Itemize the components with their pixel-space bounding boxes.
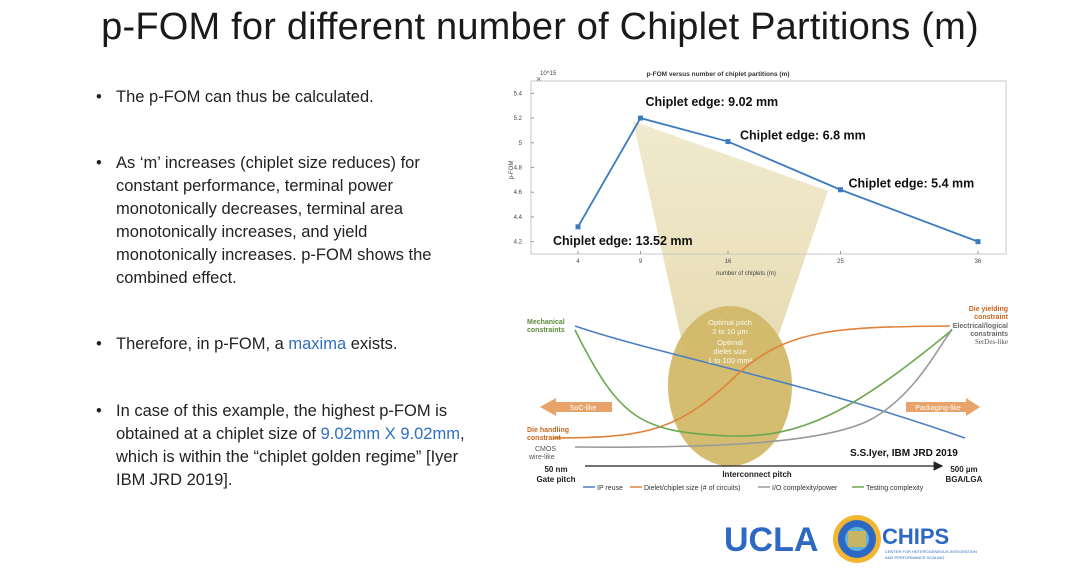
bullet-2: • As ‘m’ increases (chiplet size reduces…	[96, 152, 466, 290]
citation: S.S.Iyer, IBM JRD 2019	[850, 448, 958, 459]
ellipse-text-3: Optimal	[717, 338, 743, 347]
bullet-1-text: The p-FOM can thus be calculated.	[116, 88, 374, 106]
y-tick-label: 4.8	[514, 166, 523, 172]
left-label-die-handling: Die handling	[527, 427, 569, 434]
golden-regime-ellipse	[668, 306, 792, 466]
pitch-legend: IP reuse Dielet/chiplet size (# of circu…	[583, 485, 924, 492]
right-label-constraint: constraint	[974, 314, 1009, 321]
y-tick-label: 5.2	[514, 116, 523, 122]
bullet-3-highlight: maxima	[288, 335, 347, 353]
right-label-die-yielding: Die yielding	[969, 306, 1008, 313]
annotation-13-52mm: Chiplet edge: 13.52 mm	[553, 234, 693, 248]
ellipse-text-5: 1 to 100 mm²	[708, 356, 753, 365]
pfom-chart: p-FOM versus number of chiplet partition…	[509, 71, 1007, 277]
bullet-4-post: , which is within the “chiplet golden re…	[116, 425, 465, 489]
pfom-data-point	[575, 224, 581, 230]
legend-io: I/O complexity/power	[772, 485, 838, 492]
pfom-data-point	[638, 115, 643, 121]
y-tick-label: 5	[519, 141, 523, 147]
pfom-data-point	[725, 139, 731, 145]
bullet-3-pre: Therefore, in p-FOM, a	[116, 335, 289, 353]
bullet-dot: •	[96, 88, 102, 106]
ellipse-text-4: dielet size	[713, 347, 746, 356]
soc-like-label: SoC-like	[570, 405, 597, 412]
dielet-size-curve	[552, 325, 951, 439]
legend-dielet: Dielet/chiplet size (# of circuits)	[644, 485, 740, 492]
ellipse-text-1: Optimal pitch	[708, 318, 752, 327]
right-label-electrical: Electrical/logical	[953, 323, 1008, 330]
bullet-4-pre: In case of this example, the highest p-F…	[116, 402, 448, 443]
pfom-chart-title: p-FOM versus number of chiplet partition…	[646, 71, 789, 78]
right-label-constraints: constraints	[970, 331, 1008, 338]
slide-title: p-FOM for different number of Chiplet Pa…	[101, 6, 979, 48]
logo-sub1: CENTER FOR HETEROGENEOUS INTEGRATION	[885, 549, 977, 554]
bullet-3-post: exists.	[346, 335, 398, 353]
bullet-dot: •	[96, 154, 102, 172]
y-exponent-label: 10^15	[540, 71, 557, 77]
bullet-dot: •	[96, 335, 102, 353]
logo-chips: CHIPS	[882, 524, 949, 549]
close-x-icon: ×	[536, 74, 541, 84]
io-complexity-curve	[574, 328, 953, 448]
bullet-3: • Therefore, in p-FOM, a maxima exists.	[96, 333, 466, 356]
ucla-chips-logo: UCLA CHIPS CENTER FOR HETEROGENEOUS INTE…	[724, 515, 977, 563]
y-tick-label: 4.6	[514, 190, 523, 196]
x-left-label: 50 nm	[544, 465, 567, 474]
bullet-4: • In case of this example, the highest p…	[96, 400, 466, 492]
pitch-chart: Optimal pitch 2 to 10 µm Optimal dielet …	[527, 121, 1009, 492]
pfom-data-point	[838, 187, 843, 193]
testing-complexity-curve	[574, 329, 953, 437]
logo-ucla: UCLA	[724, 521, 818, 559]
x-axis-title: Interconnect pitch	[722, 470, 791, 479]
annotation-9-02mm: Chiplet edge: 9.02 mm	[646, 95, 779, 109]
packaging-like-arrow	[906, 398, 980, 416]
y-tick-label: 4.2	[514, 240, 523, 246]
x-tick-label: 16	[725, 259, 732, 265]
x-right-sublabel: BGA/LGA	[946, 475, 983, 484]
x-left-sublabel: Gate pitch	[536, 475, 575, 484]
y-tick-label: 4.4	[514, 215, 523, 221]
left-label-constraints: constraints	[527, 327, 565, 334]
y-axis-title: p-FOM	[509, 161, 515, 180]
pfom-data-point	[975, 239, 981, 245]
x-tick-label: 36	[975, 259, 982, 265]
bullet-4-text: In case of this example, the highest p-F…	[116, 400, 466, 492]
bullet-1: • The p-FOM can thus be calculated.	[96, 86, 466, 109]
annotation-5-4mm: Chiplet edge: 5.4 mm	[849, 177, 975, 191]
x-axis-title: number of chiplets (m)	[716, 271, 776, 277]
y-tick-label: 5.4	[514, 91, 523, 97]
x-tick-label: 9	[639, 259, 643, 265]
legend-testing: Testing complexity	[866, 485, 924, 492]
left-label-constraint: constraint	[527, 435, 562, 442]
ellipse-text-2: 2 to 10 µm	[712, 327, 748, 336]
x-right-label: 500 µm	[950, 465, 977, 474]
annotation-6-8mm: Chiplet edge: 6.8 mm	[740, 129, 866, 143]
left-label-wire-like: wire-like	[528, 454, 555, 461]
packaging-like-label: Packaging-like	[915, 405, 961, 412]
legend-ip-reuse: IP reuse	[597, 485, 623, 492]
bullet-4-highlight: 9.02mm X 9.02mm	[320, 425, 460, 443]
right-label-serdes: SerDes-like	[975, 338, 1008, 346]
golden-regime-cone	[633, 121, 828, 360]
left-label-mechanical: Mechanical	[527, 319, 565, 326]
x-tick-label: 4	[576, 259, 580, 265]
logo-globe-icon	[833, 515, 881, 563]
bullet-2-text: As ‘m’ increases (chiplet size reduces) …	[116, 154, 432, 287]
bullet-3-text: Therefore, in p-FOM, a maxima exists.	[116, 333, 466, 356]
logo-sub2: AND PERFORMANCE SCALING	[885, 555, 944, 560]
bullet-dot: •	[96, 402, 102, 420]
x-tick-label: 25	[837, 259, 844, 265]
left-label-cmos: CMOS	[535, 446, 556, 453]
soc-like-arrow	[540, 398, 612, 416]
